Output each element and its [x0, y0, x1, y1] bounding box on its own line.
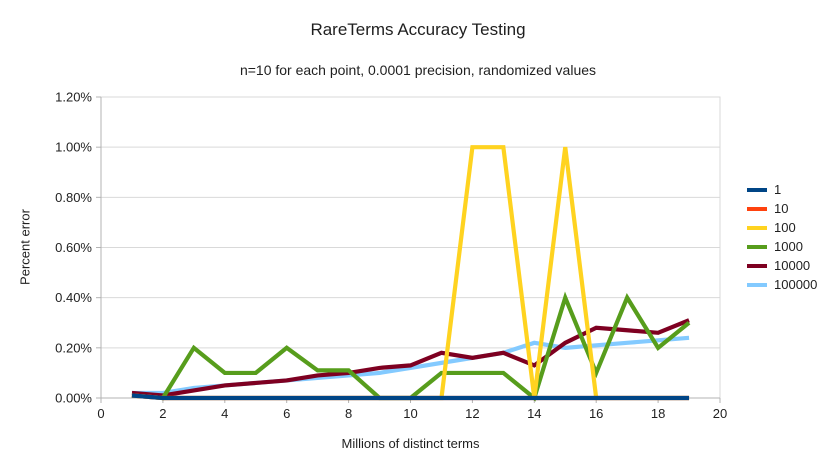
legend-item-100: 100	[747, 218, 817, 237]
x-tick-label: 2	[159, 406, 166, 421]
y-tick-label: 0.20%	[55, 340, 92, 355]
chart-title: RareTerms Accuracy Testing	[310, 20, 526, 39]
y-tick-label: 0.80%	[55, 190, 92, 205]
x-tick-label: 20	[713, 406, 727, 421]
legend-label: 10000	[774, 258, 811, 273]
x-tick-label: 18	[651, 406, 665, 421]
y-tick-label: 1.00%	[55, 140, 92, 155]
legend-swatch	[747, 225, 767, 230]
x-tick-label: 12	[465, 406, 479, 421]
legend-item-10000: 10000	[747, 256, 817, 275]
legend-label: 1	[774, 182, 782, 197]
legend-swatch	[747, 244, 767, 249]
legend-item-100000: 100000	[747, 275, 817, 294]
x-tick-label: 10	[403, 406, 417, 421]
x-tick-label: 6	[283, 406, 290, 421]
series-line-100	[131, 145, 690, 401]
legend: 1 10 100 1000 10000 100000	[747, 180, 817, 294]
x-axis-title: Millions of distinct terms	[341, 436, 480, 451]
legend-item-1: 1	[747, 180, 817, 199]
y-axis-title: Percent error	[17, 209, 33, 285]
legend-label: 1000	[774, 239, 803, 254]
x-tick-label: 14	[527, 406, 541, 421]
legend-label: 100000	[774, 277, 818, 292]
x-tick-label: 8	[345, 406, 352, 421]
legend-swatch	[747, 263, 767, 268]
legend-item-1000: 1000	[747, 237, 817, 256]
legend-item-10: 10	[747, 199, 817, 218]
legend-swatch	[747, 206, 767, 211]
y-tick-label: 0.40%	[55, 290, 92, 305]
y-tick-label: 1.20%	[55, 90, 92, 105]
y-tick-label: 0.60%	[55, 240, 92, 255]
legend-label: 10	[774, 201, 789, 216]
x-tick-label: 0	[97, 406, 104, 421]
x-tick-label: 4	[221, 406, 228, 421]
y-tick-label: 0.00%	[55, 391, 92, 406]
legend-swatch	[747, 282, 767, 287]
chart-subtitle: n=10 for each point, 0.0001 precision, r…	[239, 62, 597, 78]
series-line-10000	[131, 318, 690, 398]
x-tick-label: 16	[589, 406, 603, 421]
series-line-1	[131, 393, 690, 401]
legend-label: 100	[774, 220, 796, 235]
legend-swatch	[747, 187, 767, 192]
